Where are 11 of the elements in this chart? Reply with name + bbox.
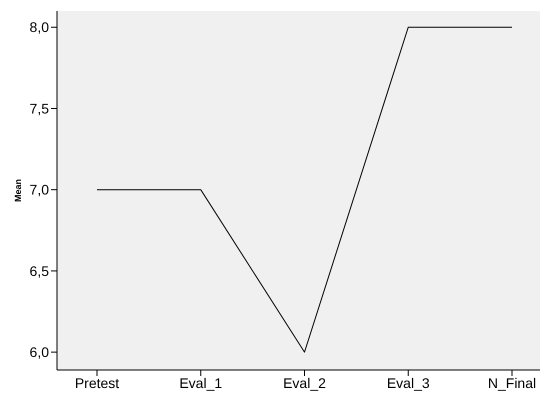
y-tick-label: 6,5 (30, 262, 50, 279)
x-tick-label: Eval_2 (283, 374, 326, 391)
y-tick-label: 8,0 (30, 19, 50, 36)
y-tick-label: 6,0 (30, 344, 50, 360)
x-tick-label: N_Final (488, 374, 536, 391)
y-tick-label: 7,0 (30, 182, 50, 198)
x-tick-label: Eval_3 (386, 374, 430, 391)
y-tick-label: 7,5 (30, 100, 50, 116)
y-axis-title: Mean (13, 178, 24, 202)
x-tick-label: Pretest (74, 374, 120, 391)
x-tick-label: Eval_1 (179, 374, 222, 391)
